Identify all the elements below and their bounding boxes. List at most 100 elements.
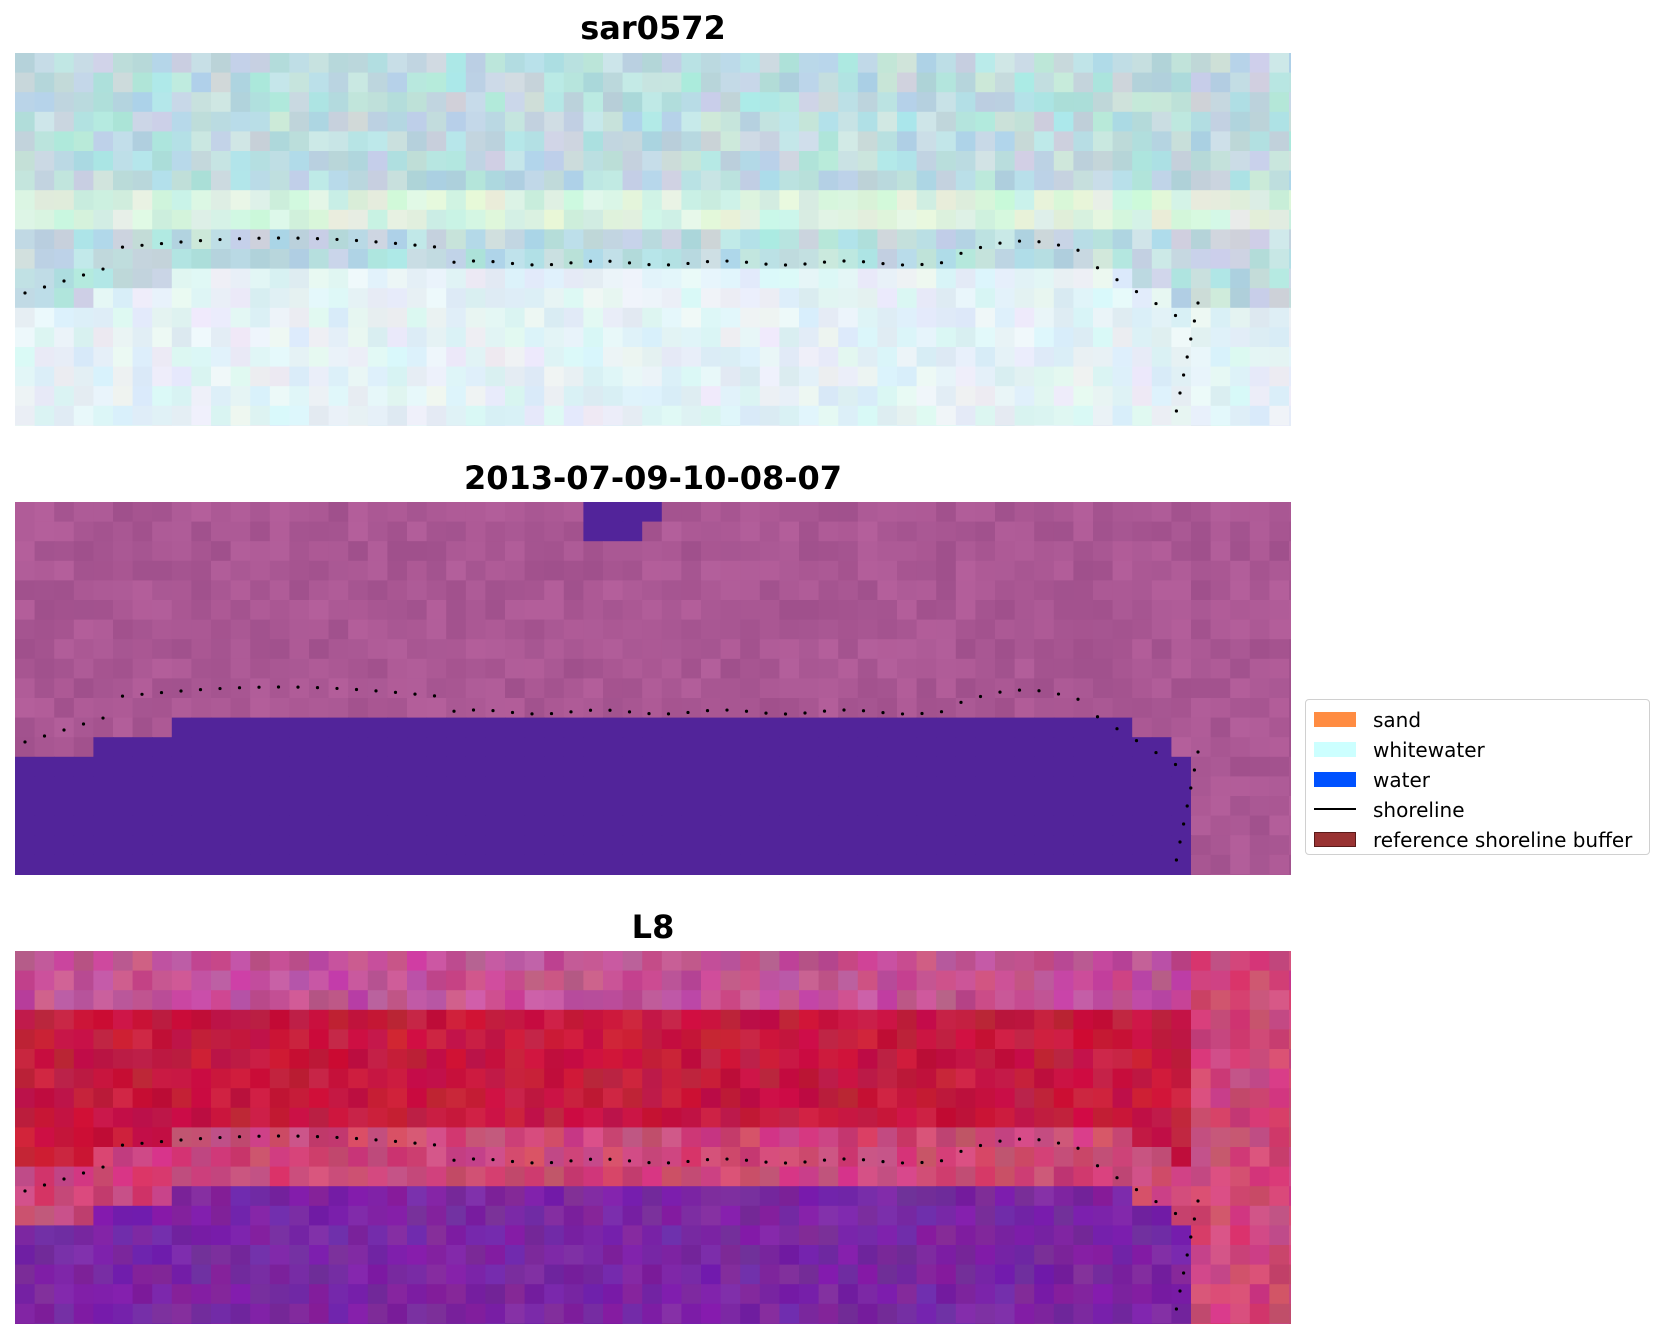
index-pixel	[113, 951, 134, 972]
image-pixel	[446, 111, 467, 132]
image-pixel	[1014, 72, 1035, 93]
classified-pixel	[877, 619, 898, 640]
classified-pixel	[465, 717, 486, 738]
index-pixel	[132, 1147, 153, 1168]
index-pixel	[1171, 1127, 1192, 1148]
index-pixel	[544, 1205, 565, 1226]
classified-pixel	[975, 678, 996, 699]
classified-pixel	[1014, 639, 1035, 660]
classified-pixel	[799, 835, 820, 856]
index-pixel	[1171, 1147, 1192, 1168]
classified-pixel	[309, 600, 330, 621]
index-pixel	[622, 1088, 643, 1109]
index-pixel	[1151, 1009, 1172, 1030]
image-pixel	[622, 327, 643, 348]
image-pixel	[1151, 111, 1172, 132]
image-pixel	[916, 425, 937, 426]
classified-pixel	[191, 698, 212, 719]
image-pixel	[113, 268, 134, 289]
classified-pixel	[1210, 776, 1231, 797]
index-pixel	[465, 1049, 486, 1070]
shoreline-point	[842, 259, 846, 263]
classified-pixel	[1171, 796, 1192, 817]
classified-pixel	[681, 874, 702, 875]
image-pixel	[622, 386, 643, 407]
classified-pixel	[211, 658, 232, 679]
index-pixel	[877, 1303, 898, 1324]
classified-pixel	[524, 796, 545, 817]
image-pixel	[818, 268, 839, 289]
classified-pixel	[995, 717, 1016, 738]
image-pixel	[73, 249, 94, 270]
index-pixel	[328, 1088, 349, 1109]
image-pixel	[838, 347, 859, 368]
classified-pixel	[799, 600, 820, 621]
image-pixel	[936, 347, 957, 368]
index-pixel	[505, 1186, 526, 1207]
image-pixel	[1014, 405, 1035, 426]
image-pixel	[936, 131, 957, 152]
image-pixel	[661, 268, 682, 289]
classified-pixel	[1093, 796, 1114, 817]
index-pixel	[1034, 1225, 1055, 1246]
classified-pixel	[1191, 698, 1212, 719]
image-pixel	[465, 190, 486, 211]
index-pixel	[583, 1088, 604, 1109]
classified-pixel	[916, 854, 937, 875]
image-pixel	[1289, 307, 1291, 328]
classified-pixel	[191, 815, 212, 836]
classified-pixel	[955, 658, 976, 679]
index-pixel	[1034, 1068, 1055, 1089]
index-pixel	[818, 1029, 839, 1050]
image-pixel	[661, 170, 682, 191]
index-pixel	[818, 1264, 839, 1285]
image-pixel	[720, 209, 741, 230]
classified-pixel	[1171, 737, 1192, 758]
shoreline-point	[257, 1134, 261, 1138]
classified-pixel	[211, 776, 232, 797]
image-pixel	[34, 288, 55, 309]
index-pixel	[426, 1205, 447, 1226]
image-pixel	[955, 347, 976, 368]
image-pixel	[740, 170, 761, 191]
index-pixel	[367, 1009, 388, 1030]
classified-pixel	[171, 835, 192, 856]
classified-pixel	[1073, 717, 1094, 738]
classified-pixel	[348, 560, 369, 581]
image-pixel	[348, 111, 369, 132]
image-pixel	[132, 249, 153, 270]
classified-pixel	[838, 580, 859, 601]
classified-pixel	[759, 600, 780, 621]
shoreline-point	[588, 708, 593, 712]
image-pixel	[681, 425, 702, 426]
index-pixel	[230, 1107, 251, 1128]
index-pixel	[622, 1049, 643, 1070]
classified-pixel	[15, 600, 36, 621]
index-pixel	[1191, 1147, 1212, 1168]
image-pixel	[740, 307, 761, 328]
image-pixel	[1191, 405, 1212, 426]
classified-pixel	[544, 658, 565, 679]
image-pixel	[583, 170, 604, 191]
image-pixel	[524, 190, 545, 211]
index-pixel	[309, 1284, 330, 1305]
classified-pixel	[93, 698, 114, 719]
image-pixel	[1171, 288, 1192, 309]
classified-pixel	[1053, 521, 1074, 542]
image-pixel	[485, 425, 506, 426]
classified-pixel	[1171, 756, 1192, 777]
index-pixel	[544, 1323, 565, 1324]
classified-pixel	[759, 756, 780, 777]
classified-pixel	[838, 737, 859, 758]
image-pixel	[73, 229, 94, 250]
index-pixel	[1053, 1147, 1074, 1168]
image-pixel	[387, 249, 408, 270]
image-pixel	[779, 386, 800, 407]
shoreline-point	[101, 716, 105, 720]
image-pixel	[995, 209, 1016, 230]
classified-pixel	[54, 756, 75, 777]
image-pixel	[544, 268, 565, 289]
index-pixel	[603, 990, 624, 1011]
classified-pixel	[936, 737, 957, 758]
classified-pixel	[583, 698, 604, 719]
